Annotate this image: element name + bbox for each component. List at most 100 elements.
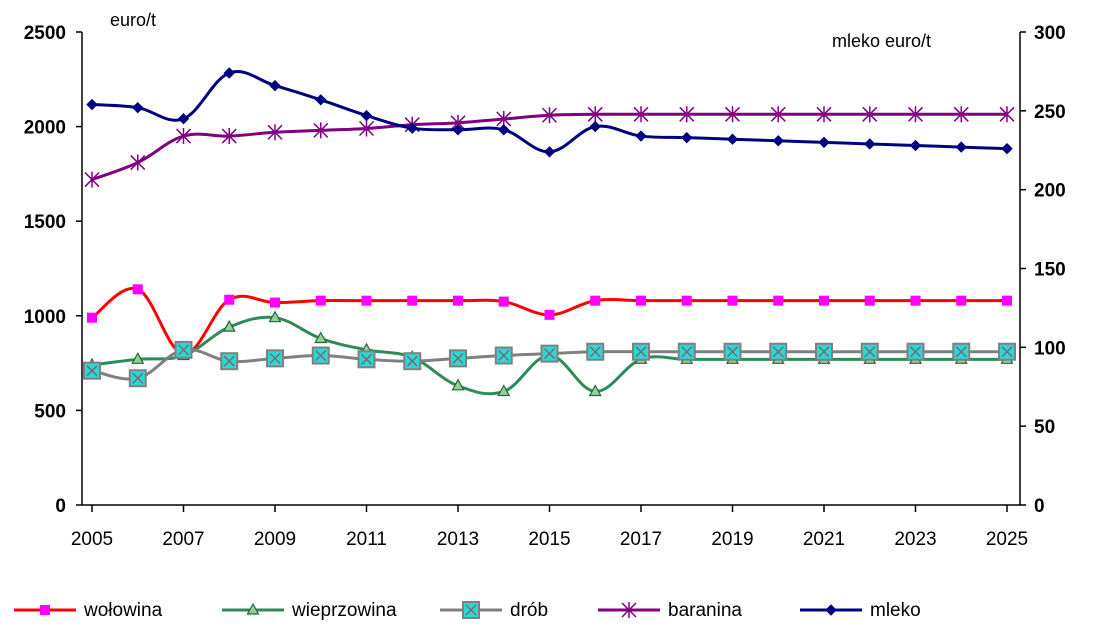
point-marker: [816, 106, 832, 123]
data-point: [130, 154, 146, 171]
x-tick-label: 2011: [346, 529, 387, 550]
point-marker: [269, 79, 281, 92]
point-marker: [360, 109, 373, 122]
x-tick-label: 2023: [894, 529, 936, 550]
data-point: [862, 106, 878, 123]
legend-item: wołowina: [14, 600, 163, 621]
point-marker: [86, 98, 98, 111]
data-point: [818, 136, 830, 149]
data-point: [452, 124, 464, 136]
data-point: [541, 107, 558, 124]
data-point: [360, 109, 373, 122]
right-axis-unit: mleko euro/t: [832, 31, 931, 51]
point-marker: [497, 384, 511, 397]
point-marker-cross: [589, 346, 601, 358]
point-marker: [130, 154, 146, 171]
data-point: [498, 296, 509, 307]
data-point: [357, 350, 376, 369]
data-point: [131, 352, 145, 364]
point-marker: [1002, 295, 1012, 306]
data-point: [633, 106, 649, 123]
data-point: [815, 342, 833, 361]
data-point: [955, 141, 967, 153]
point-marker: [727, 295, 738, 306]
data-point: [83, 361, 101, 380]
data-point: [314, 331, 328, 344]
y-right-tick-label: 300: [1034, 23, 1066, 44]
point-marker: [267, 124, 283, 141]
point-marker-cross: [772, 346, 784, 358]
data-point: [406, 122, 418, 134]
point-marker: [909, 139, 922, 152]
data-point: [132, 101, 144, 114]
data-point: [177, 113, 190, 125]
data-point: [998, 342, 1016, 361]
data-point: [87, 312, 97, 323]
point-marker: [621, 602, 637, 618]
point-marker-cross: [818, 346, 830, 358]
data-point: [956, 295, 967, 306]
data-point: [175, 128, 192, 145]
x-tick-label: 2007: [162, 529, 204, 550]
y-left-tick-label: 0: [55, 496, 66, 517]
data-point: [586, 342, 605, 361]
point-marker: [224, 294, 235, 305]
data-point: [681, 131, 693, 144]
legend-label: wieprzowina: [291, 600, 397, 621]
data-point: [825, 604, 837, 616]
legend-label: wołowina: [83, 600, 163, 621]
data-point: [952, 342, 971, 361]
point-marker: [773, 295, 784, 306]
point-marker: [770, 106, 786, 123]
data-point: [999, 106, 1015, 123]
data-point: [223, 67, 235, 79]
point-marker: [864, 138, 876, 150]
y-left-tick-label: 1000: [24, 307, 66, 328]
point-marker: [819, 295, 829, 306]
series-wołowina: [87, 284, 1012, 359]
data-point: [267, 124, 283, 141]
series-drób: [83, 340, 1016, 388]
legend: wołowina wieprzowina drób baranina mleko: [14, 600, 921, 621]
data-point: [358, 120, 375, 137]
x-tick-label: 2021: [803, 529, 845, 550]
point-marker: [862, 106, 878, 123]
point-marker: [223, 67, 235, 79]
point-marker: [177, 113, 190, 125]
legend-item: wieprzowina: [222, 600, 397, 621]
point-marker-cross: [1001, 346, 1013, 358]
axes: 0 500 1000 1500 2000 2500 0 50 100 150 200 250 300 20…: [24, 23, 1066, 550]
x-tick-label: 2025: [986, 529, 1028, 550]
data-point: [494, 346, 513, 365]
x-tick-label: 2009: [254, 529, 296, 550]
point-marker: [452, 124, 464, 136]
data-point: [246, 602, 260, 615]
y-left-tick-label: 500: [34, 401, 66, 422]
point-marker-cross: [498, 350, 510, 362]
x-tick-label: 2017: [620, 529, 662, 550]
point-marker: [498, 124, 510, 136]
point-marker: [268, 310, 282, 323]
data-point: [769, 342, 788, 361]
data-point: [816, 106, 832, 123]
x-tick-label: 2005: [71, 529, 113, 550]
data-point: [540, 344, 559, 363]
data-point: [1001, 142, 1013, 155]
point-marker: [999, 106, 1015, 123]
data-point: [621, 602, 637, 618]
data-point: [864, 295, 875, 306]
legend-label: drób: [510, 600, 548, 621]
data-point: [677, 342, 696, 361]
data-point: [588, 384, 602, 397]
data-point: [132, 284, 143, 295]
data-point: [449, 349, 467, 368]
data-point: [403, 352, 422, 371]
data-point: [589, 120, 601, 133]
data-point: [907, 106, 924, 123]
data-point: [313, 122, 329, 139]
labels-layer: euro/t mleko euro/t: [110, 10, 931, 51]
point-marker: [221, 128, 237, 145]
point-marker: [953, 106, 969, 123]
legend-item: baranina: [598, 600, 742, 621]
